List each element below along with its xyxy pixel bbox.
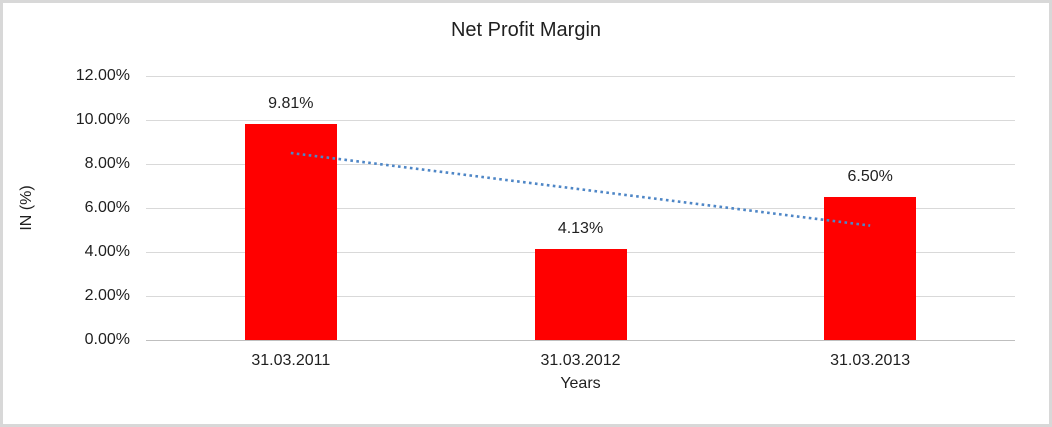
gridline xyxy=(146,120,1015,121)
plot-area: 9.81% 4.13% 6.50% xyxy=(146,76,1015,341)
gridline xyxy=(146,208,1015,209)
bar-31.03.2012 xyxy=(534,249,627,340)
bar-31.03.2011 xyxy=(244,124,337,340)
chart-title: Net Profit Margin xyxy=(450,19,602,41)
x-category-label: 31.03.2013 xyxy=(830,352,911,369)
y-tick-label: 6.00% xyxy=(84,199,130,216)
x-category-label: 31.03.2012 xyxy=(540,352,621,369)
data-label: 6.50% xyxy=(847,168,893,185)
x-axis-title: Years xyxy=(560,375,601,392)
y-axis-title: IN (%) xyxy=(18,185,35,231)
y-tick-label: 2.00% xyxy=(84,287,130,304)
trendline-path xyxy=(290,151,871,227)
y-tick-label: 10.00% xyxy=(75,111,130,128)
y-tick-label: 8.00% xyxy=(84,155,130,172)
x-category-label: 31.03.2011 xyxy=(251,352,331,369)
trendline xyxy=(290,151,871,227)
gridline xyxy=(146,76,1015,77)
y-tick-label: 0.00% xyxy=(84,331,130,348)
gridline xyxy=(146,164,1015,165)
data-label: 9.81% xyxy=(268,95,314,113)
data-label: 4.13% xyxy=(557,220,604,238)
y-tick-label: 4.00% xyxy=(84,243,130,260)
gridline xyxy=(146,340,1015,341)
y-tick-label: 12.00% xyxy=(75,67,130,84)
